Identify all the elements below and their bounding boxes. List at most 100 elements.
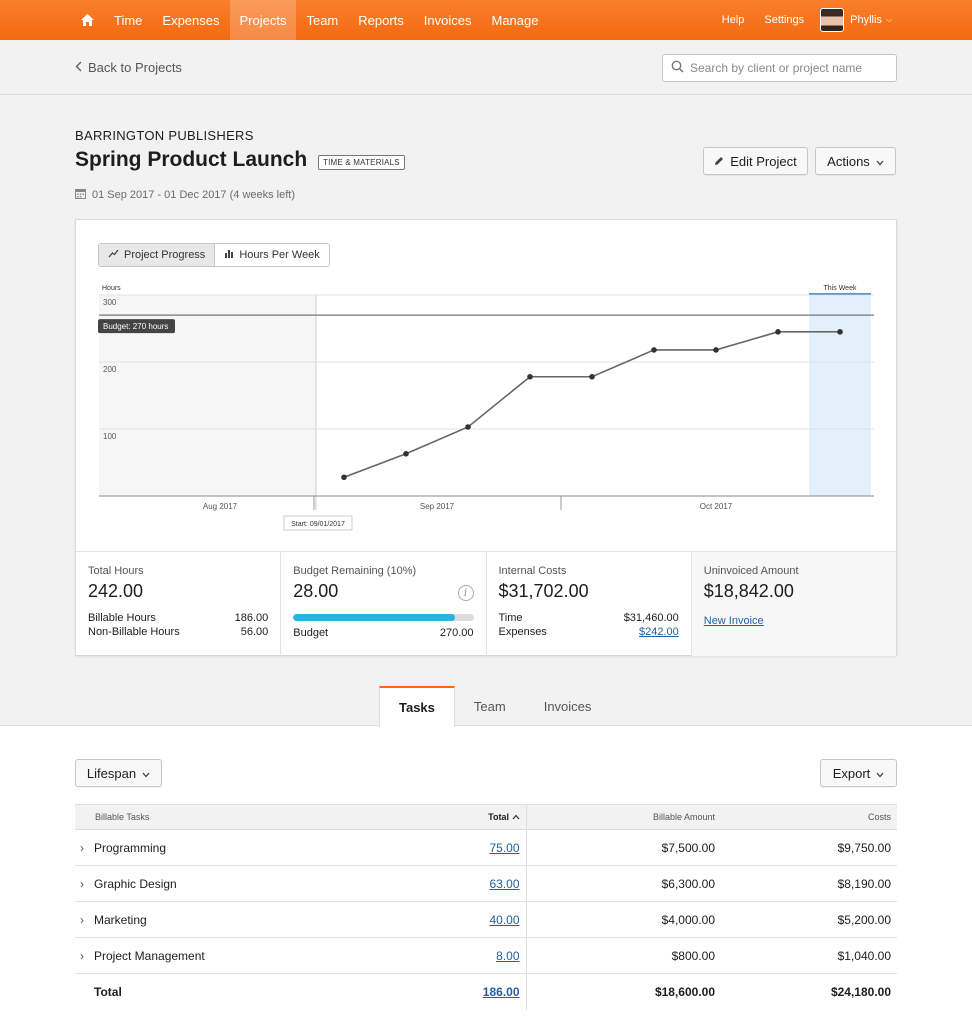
export-label: Export [832,765,871,781]
chevron-right-icon[interactable]: › [80,912,84,927]
tab-tasks[interactable]: Tasks [379,686,455,727]
task-total-link[interactable]: 75.00 [489,840,520,855]
data-point[interactable] [837,329,843,335]
nav-manage[interactable]: Manage [491,12,539,28]
nav-expenses[interactable]: Expenses [162,12,220,28]
total-header[interactable]: Total [375,804,527,830]
tab-team[interactable]: Team [473,698,506,714]
total-hours-breakdown: Billable Hours 186.00 Non-Billable Hours 5… [88,612,268,638]
top-nav: Time Expenses Projects Team Reports Invo… [0,0,972,40]
chevron-down-icon: ⌵ [885,15,892,24]
uninvoiced-label: Uninvoiced Amount [703,565,799,577]
calendar-icon [75,188,86,202]
table-row[interactable]: › Programming 75.00 $7,500.00 $9,750.00 [75,829,897,866]
y-tick-label: 200 [103,365,117,374]
chevron-right-icon[interactable]: › [80,840,84,855]
data-point[interactable] [651,347,657,353]
project-tabs: Tasks Team Invoices [379,686,610,727]
y-tick-label: 300 [103,298,117,307]
task-total-link[interactable]: 63.00 [489,876,520,891]
search-icon [671,60,684,76]
data-point[interactable] [713,347,719,353]
total-hours-link[interactable]: 186.00 [482,984,520,999]
actions-button[interactable]: Actions [815,147,896,175]
task-name: Marketing [94,912,147,927]
task-total-link[interactable]: 40.00 [489,912,520,927]
hours-per-week-label: Hours Per Week [239,249,320,261]
this-week-label: This Week [824,285,857,292]
x-tick-label: Oct 2017 [700,502,733,511]
task-costs: $5,200.00 [721,901,897,938]
task-amount: $800.00 [526,937,721,974]
nav-reports[interactable]: Reports [358,12,404,28]
data-point[interactable] [589,373,595,380]
billable-tasks-header: Billable Tasks [75,804,375,830]
task-costs: $9,750.00 [721,829,897,866]
data-point[interactable] [403,450,409,457]
search-box [662,54,897,82]
internal-costs-value: $31,702.00 [498,581,589,601]
task-name: Programming [94,840,167,855]
project-dates: 01 Sep 2017 - 01 Dec 2017 (4 weeks left) [75,188,295,202]
nav-settings[interactable]: Settings [764,14,805,26]
new-invoice-link[interactable]: New Invoice [703,615,764,627]
data-point[interactable] [341,474,347,481]
expenses-cost-link[interactable]: $242.00 [638,626,679,638]
search-input[interactable] [690,61,880,75]
budget-progress-bar [293,614,474,621]
total-hours-stat: Total Hours 242.00 Billable Hours 186.00 … [76,552,282,656]
project-type-badge: TIME & MATERIALS [318,155,405,170]
expenses-cost-row: Expenses $242.00 [499,626,679,638]
data-point[interactable] [527,373,533,380]
data-point[interactable] [465,424,471,430]
export-button[interactable]: Export [820,759,897,787]
chevron-right-icon[interactable]: › [80,876,84,891]
nav-team[interactable]: Team [306,12,339,28]
nav-projects[interactable]: Projects [229,0,297,40]
chevron-right-icon[interactable]: › [80,948,84,963]
total-row-label: Total [94,984,122,999]
budget-label: Budget: 270 hours [103,322,168,331]
info-icon[interactable]: i [457,585,474,601]
x-tick-label: Aug 2017 [203,502,238,511]
billable-amount-header: Billable Amount [526,804,721,830]
back-to-projects-link[interactable]: Back to Projects [75,60,182,75]
y-ticks: 100 200 300 [103,298,117,441]
nav-invoices[interactable]: Invoices [423,12,472,28]
nonbillable-hours-label: Non-Billable Hours [88,626,180,638]
data-point[interactable] [775,329,781,335]
lifespan-dropdown[interactable]: Lifespan [75,759,162,787]
table-row[interactable]: › Marketing 40.00 $4,000.00 $5,200.00 [75,901,897,938]
tab-invoices[interactable]: Invoices [543,698,592,714]
costs-header: Costs [721,804,897,830]
project-progress-toggle[interactable]: Project Progress [99,244,216,266]
user-menu[interactable]: Phyllis ⌵ [814,0,892,40]
back-label: Back to Projects [88,60,182,75]
nav-right: Help Settings Phyllis ⌵ [712,0,972,40]
time-cost-label: Time [498,612,523,624]
task-name: Project Management [94,948,205,963]
nav-time[interactable]: Time [114,12,143,28]
billable-hours-value: 186.00 [234,612,269,624]
edit-project-button[interactable]: Edit Project [703,147,808,175]
total-header-label: Total [488,812,509,822]
table-row[interactable]: › Graphic Design 63.00 $6,300.00 $8,190.0… [75,865,897,902]
hours-per-week-toggle[interactable]: Hours Per Week [215,244,329,266]
task-costs: $1,040.00 [721,937,897,974]
chevron-down-icon [142,766,150,781]
chevron-down-icon [876,154,884,169]
bar-chart-icon [224,249,234,261]
home-icon[interactable] [70,0,104,40]
table-row[interactable]: › Project Management 8.00 $800.00 $1,040.… [75,937,897,974]
nav-help[interactable]: Help [721,14,745,26]
series-points [341,329,843,481]
uninvoiced-value: $18,842.00 [703,581,794,601]
pencil-icon [714,154,724,169]
billable-hours-row: Billable Hours 186.00 [88,612,268,624]
this-week-region [809,295,871,496]
total-hours-value: 242.00 [88,581,144,601]
budget-progress-fill [293,614,456,621]
y-tick-label: 100 [103,432,117,441]
task-costs: $8,190.00 [721,865,897,902]
task-total-link[interactable]: 8.00 [496,948,520,963]
